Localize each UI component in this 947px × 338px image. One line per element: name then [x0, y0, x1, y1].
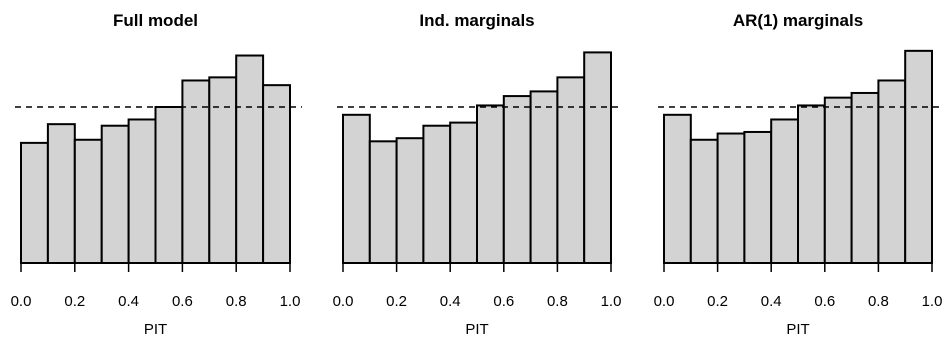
histogram-bar [127, 118, 157, 265]
histogram-bar [46, 123, 76, 264]
x-tick-label: 0.4 [118, 293, 139, 310]
histogram-bar [422, 124, 452, 264]
histogram-bar [395, 137, 425, 264]
histogram-bar [850, 91, 880, 264]
x-tick-label: 0.6 [172, 293, 193, 310]
histogram-bar [368, 140, 398, 265]
x-tick-label: 0.4 [440, 293, 461, 310]
histogram-bar [476, 104, 505, 264]
x-tick-label: 0.8 [868, 293, 889, 310]
histogram-bar [797, 104, 826, 264]
histogram-bar [716, 132, 746, 264]
histogram-bar [556, 76, 586, 264]
x-tick-label: 0.6 [814, 293, 835, 310]
x-tick-label: 0.8 [547, 293, 568, 310]
x-tick-label: 1.0 [922, 293, 943, 310]
histogram-bar [904, 49, 934, 265]
histogram-bar [689, 138, 719, 264]
histogram-bar [583, 51, 613, 265]
histogram-bar [823, 96, 853, 264]
x-tick-label: 0.0 [333, 293, 354, 310]
x-tick-label: 0.0 [11, 293, 32, 310]
x-tick-label: 0.2 [64, 293, 85, 310]
histogram-bar [100, 124, 130, 264]
x-tick-label: 0.4 [761, 293, 782, 310]
x-tick-label: 0.0 [654, 293, 675, 310]
x-tick-label: 0.2 [386, 293, 407, 310]
histogram-bar [262, 84, 292, 264]
histogram-bar [235, 54, 265, 264]
histogram-bar [770, 118, 800, 265]
x-tick-label: 0.2 [707, 293, 728, 310]
histogram-bar [342, 113, 371, 264]
panel-title: AR(1) marginals [733, 11, 863, 30]
histogram-bar [73, 138, 103, 264]
histogram-bar [208, 76, 238, 264]
histogram-bar [20, 141, 49, 265]
histogram-bar [449, 121, 479, 264]
panel-title: Full model [113, 11, 198, 30]
histogram-bar [529, 90, 559, 265]
histogram-bar [743, 130, 773, 264]
x-tick-label: 0.8 [226, 293, 247, 310]
x-axis-label: PIT [786, 321, 809, 338]
x-tick-label: 0.6 [493, 293, 514, 310]
histogram-bar [154, 106, 184, 264]
x-tick-label: 1.0 [280, 293, 301, 310]
histogram-bar [181, 79, 211, 265]
x-tick-label: 1.0 [601, 293, 622, 310]
panel-title: Ind. marginals [419, 11, 534, 30]
histogram-bar [663, 113, 692, 264]
histogram-bar [502, 95, 532, 264]
x-axis-label: PIT [144, 321, 167, 338]
histogram-bar [877, 79, 907, 265]
x-axis-label: PIT [465, 321, 488, 338]
